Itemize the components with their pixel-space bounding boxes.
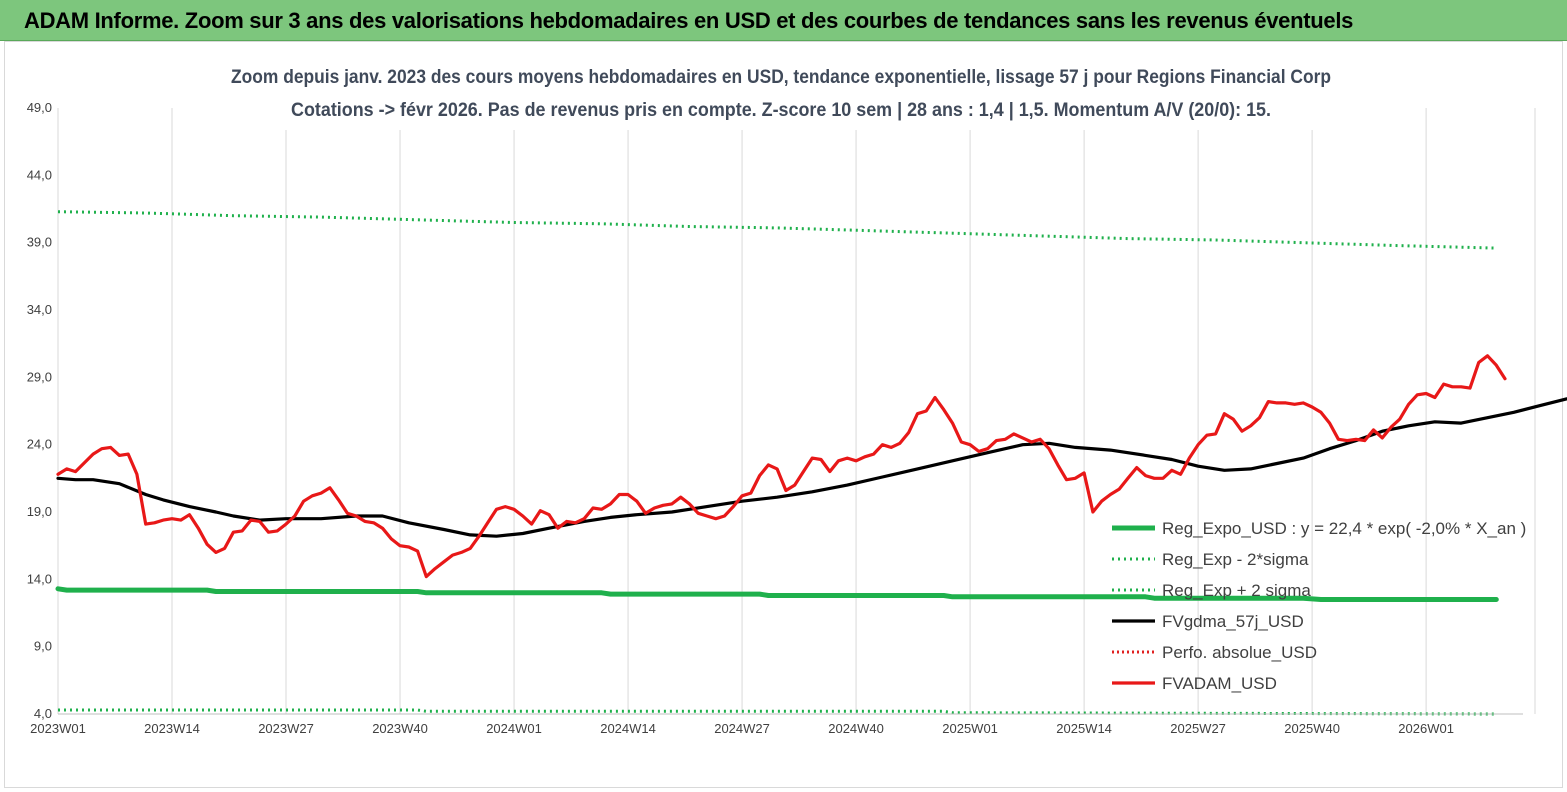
x-tick-label: 2024W14: [600, 721, 656, 736]
y-tick-label: 29,0: [27, 369, 52, 384]
y-tick-label: 49,0: [27, 100, 52, 115]
legend-label: Reg_Exp + 2 sigma: [1162, 581, 1311, 600]
x-tick-label: 2024W40: [828, 721, 884, 736]
legend-label: FVgdma_57j_USD: [1162, 612, 1304, 631]
x-tick-label: 2025W40: [1284, 721, 1340, 736]
x-tick-labels: 2023W01 2023W14 2023W27 2023W40 2024W01 2024W…: [30, 721, 1454, 736]
y-tick-labels: 4,0 9,0 14,0 19,0 24,0 29,0 34,0 39,0 44,0 49,0: [27, 100, 52, 721]
legend: Reg_Expo_USD : y = 22,4 * exp( -2,0% * X…: [1112, 519, 1526, 693]
series-reg-exp-plus-2sigma: [57, 210, 1497, 250]
report-banner: ADAM Informe. Zoom sur 3 ans des valoris…: [0, 0, 1567, 41]
series-lines: [55, 354, 1567, 602]
series-reg-exp-minus-2sigma: [58, 708, 1497, 716]
x-tick-label: 2023W27: [258, 721, 314, 736]
y-tick-label: 19,0: [27, 504, 52, 519]
legend-label: Reg_Exp - 2*sigma: [1162, 550, 1309, 569]
legend-label: Perfo. absolue_USD: [1162, 643, 1317, 662]
legend-label: Reg_Expo_USD : y = 22,4 * exp( -2,0% * X…: [1162, 519, 1526, 538]
series-reg-expo: [55, 586, 1499, 602]
legend-label: FVADAM_USD: [1162, 674, 1277, 693]
grid: [57, 108, 1536, 714]
y-tick-label: 44,0: [27, 167, 52, 182]
y-tick-label: 24,0: [27, 437, 52, 452]
chart-title: Zoom depuis janv. 2023 des cours moyens …: [231, 67, 1331, 88]
x-tick-label: 2023W40: [372, 721, 428, 736]
x-tick-label: 2023W14: [144, 721, 200, 736]
chart-subtitle: Cotations -> févr 2026. Pas de revenus p…: [291, 100, 1271, 121]
x-tick-label: 2024W27: [714, 721, 770, 736]
report-title: ADAM Informe. Zoom sur 3 ans des valoris…: [24, 8, 1354, 33]
series-fvadam: [56, 354, 1507, 579]
x-tick-label: 2025W01: [942, 721, 998, 736]
series-fvgdma-57j: [56, 397, 1567, 538]
sigma-bands: [57, 210, 1497, 716]
x-tick-label: 2026W01: [1398, 721, 1454, 736]
y-tick-label: 34,0: [27, 302, 52, 317]
y-tick-label: 4,0: [34, 706, 52, 721]
x-tick-label: 2023W01: [30, 721, 86, 736]
x-tick-label: 2025W14: [1056, 721, 1112, 736]
x-tick-label: 2024W01: [486, 721, 542, 736]
y-tick-label: 39,0: [27, 235, 52, 250]
chart-frame: [4, 41, 1563, 788]
y-tick-label: 9,0: [34, 639, 52, 654]
title-background: [226, 60, 1336, 130]
y-tick-label: 14,0: [27, 571, 52, 586]
x-tick-label: 2025W27: [1170, 721, 1226, 736]
